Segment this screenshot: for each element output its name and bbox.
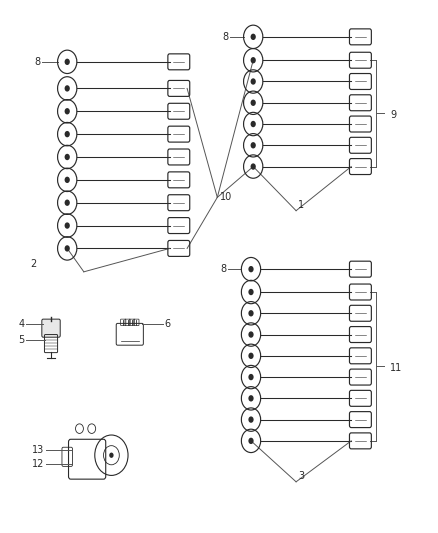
- Circle shape: [248, 416, 253, 423]
- Circle shape: [248, 438, 253, 444]
- Circle shape: [248, 374, 253, 380]
- Circle shape: [64, 176, 70, 183]
- Text: 10: 10: [219, 192, 231, 203]
- Circle shape: [248, 266, 253, 272]
- Circle shape: [250, 142, 255, 149]
- Circle shape: [250, 34, 255, 40]
- Circle shape: [64, 199, 70, 206]
- Circle shape: [250, 57, 255, 63]
- Circle shape: [248, 289, 253, 295]
- Circle shape: [64, 59, 70, 65]
- FancyBboxPatch shape: [42, 319, 60, 337]
- Circle shape: [250, 100, 255, 106]
- Circle shape: [64, 108, 70, 115]
- Text: 6: 6: [164, 319, 170, 329]
- Circle shape: [250, 164, 255, 169]
- Text: 9: 9: [389, 110, 396, 120]
- Circle shape: [64, 85, 70, 92]
- Text: 8: 8: [222, 32, 228, 42]
- Text: 2: 2: [30, 259, 36, 269]
- Circle shape: [248, 332, 253, 338]
- Circle shape: [250, 121, 255, 127]
- Text: 3: 3: [297, 472, 304, 481]
- Text: 8: 8: [34, 57, 40, 67]
- Text: 1: 1: [297, 200, 304, 211]
- Text: 5: 5: [18, 335, 25, 345]
- Text: 8: 8: [219, 264, 226, 274]
- Text: 13: 13: [32, 445, 44, 455]
- Circle shape: [64, 222, 70, 229]
- Circle shape: [250, 78, 255, 85]
- Text: 12: 12: [32, 459, 44, 469]
- Text: 11: 11: [389, 362, 402, 373]
- Circle shape: [64, 154, 70, 160]
- Circle shape: [248, 310, 253, 317]
- Circle shape: [109, 453, 113, 458]
- Circle shape: [248, 353, 253, 359]
- Circle shape: [248, 395, 253, 401]
- Circle shape: [64, 245, 70, 252]
- Text: 4: 4: [18, 319, 25, 329]
- Circle shape: [64, 131, 70, 138]
